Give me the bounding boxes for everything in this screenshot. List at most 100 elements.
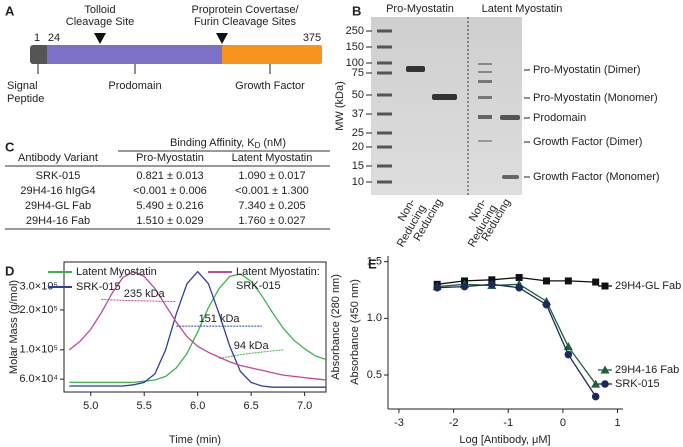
ladder-label: 50 xyxy=(352,89,364,101)
x-tick-label: -3 xyxy=(394,417,404,429)
x-tick-label: -1 xyxy=(503,417,513,429)
gel-band xyxy=(502,175,519,179)
marker xyxy=(515,283,523,292)
ladder-label: 20 xyxy=(352,141,364,153)
marker xyxy=(564,350,573,359)
table-cell: 29H4-GL Fab xyxy=(25,200,91,212)
mass-label: 235 kDa xyxy=(124,288,166,300)
ladder-band xyxy=(377,93,392,97)
x-tick-label: 6.5 xyxy=(243,400,258,412)
table-cell: 0.821 ± 0.013 xyxy=(136,170,203,182)
ladder-band xyxy=(377,29,392,33)
plot-frame xyxy=(63,261,327,393)
signal-domain xyxy=(30,45,49,64)
axis-title: Absorbance (450 nm) xyxy=(349,279,361,385)
ladder-band xyxy=(377,71,392,75)
gel-band xyxy=(432,94,457,100)
legend-entry: Latent Myostatin xyxy=(48,265,157,279)
panel-label: A xyxy=(5,3,15,18)
ladder-band xyxy=(377,112,392,116)
legend-swatch xyxy=(48,286,72,288)
y-tick-label: 1.0×10⁵ xyxy=(19,344,58,356)
legend-label: 29H4-16 Fab xyxy=(615,364,679,376)
caption-sub: D xyxy=(255,141,261,150)
molar-mass-trace xyxy=(101,298,177,303)
gel-band xyxy=(478,140,492,142)
gel-band xyxy=(406,66,425,72)
group-label: Pro-Myostatin xyxy=(386,3,454,15)
marker xyxy=(592,278,600,286)
marker xyxy=(542,300,551,309)
caption-text: Binding Affinity, K xyxy=(170,137,255,149)
ladder-band xyxy=(377,61,392,65)
marker xyxy=(591,379,601,388)
panel-label: E xyxy=(368,256,377,271)
x-tick-label: 1 xyxy=(614,417,620,429)
group-label: Latent Myostatin xyxy=(482,3,563,15)
marker xyxy=(564,277,572,285)
cleavage-arrow xyxy=(94,33,106,44)
marker xyxy=(460,282,469,291)
axis-title: Molar Mass (g/mol) xyxy=(8,280,20,374)
legend-marker xyxy=(601,282,609,290)
molar-mass-trace xyxy=(219,349,284,359)
marker xyxy=(433,283,441,292)
y-tick-label: 1.5 xyxy=(367,256,382,268)
table-header: Latent Myostatin xyxy=(232,152,313,164)
legend-entry: Latent Myostatin: SRK-015 xyxy=(208,265,336,293)
band-label: Pro-Myostatin (Monomer) xyxy=(533,92,658,104)
marker xyxy=(488,276,496,284)
band-label: Growth Factor (Dimer) xyxy=(533,136,642,148)
site-label: Cleavage Site xyxy=(66,16,135,28)
ladder-label: 10 xyxy=(352,176,364,188)
gel-band xyxy=(478,71,492,73)
gel-band xyxy=(500,115,520,120)
domain-label: Growth Factor xyxy=(235,80,305,92)
marker xyxy=(591,392,600,401)
panel-label: B xyxy=(352,3,361,18)
growth-factor-domain xyxy=(222,45,322,64)
table-cell: 29H4-16 hIgG4 xyxy=(20,185,95,197)
table-cell: 7.340 ± 0.205 xyxy=(238,200,305,212)
x-tick-label: 5.0 xyxy=(83,400,98,412)
table-cell: SRK-015 xyxy=(36,170,81,182)
gel-band xyxy=(478,80,492,83)
y-tick-label: 0.5 xyxy=(367,369,382,381)
ladder-label: 25 xyxy=(352,127,364,139)
table-cell: 1.090 ± 0.017 xyxy=(238,170,305,182)
marker xyxy=(542,277,550,285)
ladder-label: 250 xyxy=(346,25,364,37)
mass-label: 94 kDa xyxy=(234,340,270,352)
axis-title: Log [Antibody, μM] xyxy=(459,434,550,446)
panel-label: D xyxy=(5,263,14,278)
legend-swatch xyxy=(48,271,72,273)
ladder-band xyxy=(377,131,392,135)
gel xyxy=(371,17,522,195)
table-cell: 29H4-16 Fab xyxy=(26,215,90,227)
y-tick-label: 2.0×10⁵ xyxy=(19,304,58,316)
legend-swatch xyxy=(208,271,232,273)
domain-label: Peptide xyxy=(7,93,44,105)
axis-title: Time (min) xyxy=(169,434,221,446)
legend-label: SRK-015 xyxy=(615,378,660,390)
x-tick-label: 5.5 xyxy=(137,400,152,412)
axis-title: Absorbance (280 nm) xyxy=(330,274,342,380)
x-tick-label: 0 xyxy=(560,417,566,429)
legend-label: SRK-015 xyxy=(76,281,121,293)
residue-label: 1 xyxy=(34,32,40,44)
site-label: Tolloid xyxy=(84,4,115,16)
legend-marker xyxy=(600,365,610,374)
marker xyxy=(515,274,523,282)
table-cell: 1.510 ± 0.029 xyxy=(136,215,203,227)
legend-label: 29H4-GL Fab xyxy=(615,280,681,292)
table-header: Antibody Variant xyxy=(18,152,98,164)
series-line xyxy=(437,283,597,397)
ladder-band xyxy=(377,145,392,149)
site-label: Proprotein Covertase/ xyxy=(192,4,300,16)
legend-label: Latent Myostatin xyxy=(76,266,157,278)
y-tick-label: 6.0×10⁴ xyxy=(19,373,58,385)
x-tick-label: 7.0 xyxy=(297,400,312,412)
band-label: Prodomain xyxy=(533,112,586,124)
ladder-band xyxy=(377,45,392,49)
